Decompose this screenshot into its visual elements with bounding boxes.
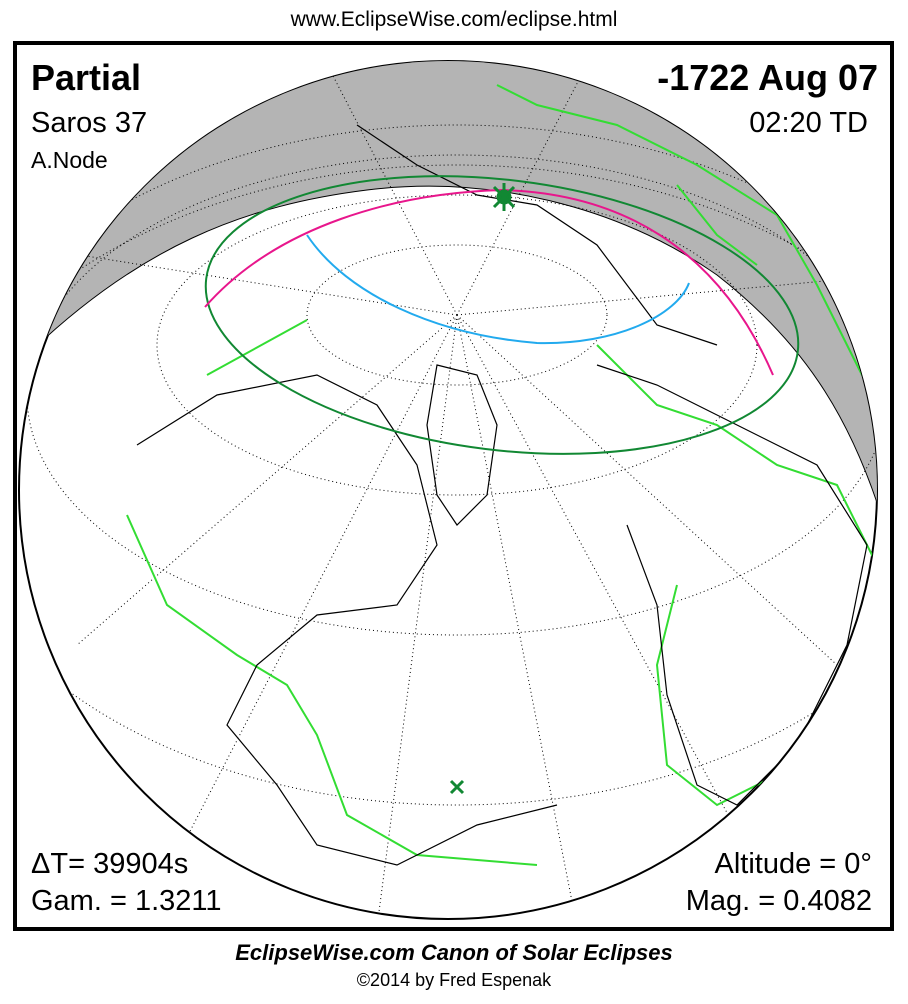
penumbra-limit-curve [204,175,800,455]
eclipse-type: Partial [31,57,142,98]
magnitude: Mag. = 0.4082 [685,885,872,917]
gamma: Gam. = 1.3211 [31,885,222,917]
header-url: www.EclipseWise.com/eclipse.html [290,8,618,31]
eclipse-time: 02:20 TD [749,107,868,139]
footer-title: EclipseWise.com Canon of Solar Eclipses [235,940,673,965]
coastlines [136,124,868,866]
delta-t: ΔT= 39904s [31,848,189,880]
subsolar-point-marker [449,779,465,795]
eclipse-map-frame: Partial -1722 Aug 07 Saros 37 02:20 TD A… [13,41,894,931]
globe-map [18,60,878,920]
footer-copyright: ©2014 by Fred Espenak [356,970,552,990]
node: A.Node [31,147,108,173]
rise-set-curve [306,234,690,345]
eclipse-date: -1722 Aug 07 [657,57,878,98]
greatest-eclipse-marker [492,183,516,211]
graticule [19,61,877,919]
saros-number: Saros 37 [31,107,148,139]
night-region [19,61,877,546]
altitude: Altitude = 0° [714,848,872,880]
